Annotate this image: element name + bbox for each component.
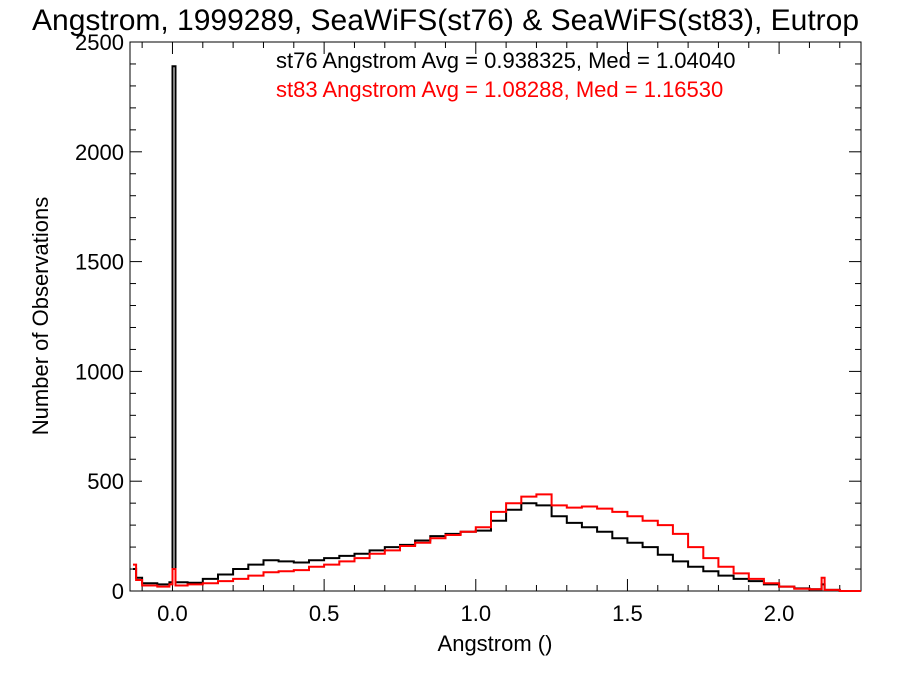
x-axis-label: Angstrom ()	[438, 631, 553, 656]
plot-frame	[129, 41, 862, 592]
x-tick-label: 2.0	[764, 601, 795, 626]
x-tick-label: 0.0	[157, 601, 188, 626]
y-tick-label: 2000	[75, 140, 124, 165]
series-line-st83	[133, 493, 861, 592]
series-group	[133, 65, 861, 592]
y-tick-label: 1500	[75, 250, 124, 275]
y-tick-label: 0	[112, 579, 124, 604]
y-axis-label: Number of Observations	[28, 197, 53, 435]
x-tick-label: 0.5	[309, 601, 340, 626]
y-tick-label: 1000	[75, 359, 124, 384]
annotation-st83: st83 Angstrom Avg = 1.08288, Med = 1.165…	[276, 77, 723, 102]
y-axis: 0 500 1000 1500 2000 2500	[75, 30, 861, 604]
y-tick-label: 2500	[75, 30, 124, 55]
y-tick-label: 500	[87, 469, 124, 494]
x-tick-label: 1.0	[460, 601, 491, 626]
chart-title: Angstrom, 1999289, SeaWiFS(st76) & SeaWi…	[32, 4, 859, 37]
x-tick-label: 1.5	[612, 601, 643, 626]
x-axis: 0.0 0.5 1.0 1.5 2.0	[141, 42, 841, 626]
annotation-st76: st76 Angstrom Avg = 0.938325, Med = 1.04…	[276, 48, 736, 73]
